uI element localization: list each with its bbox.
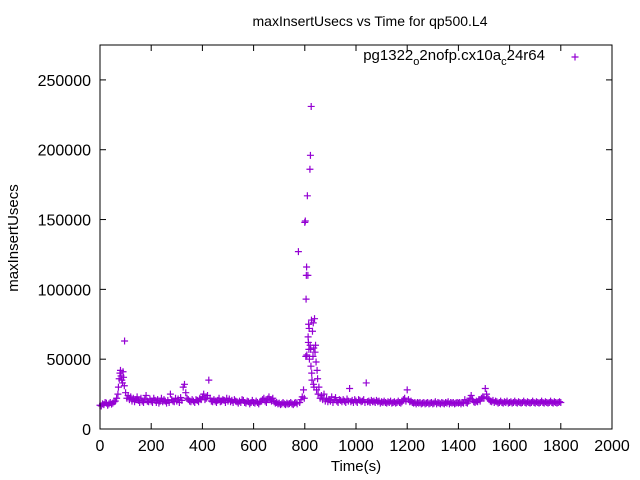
x-tick-label: 1200 [389, 438, 425, 455]
y-tick-label: 250000 [38, 73, 91, 90]
data-point [301, 217, 309, 225]
legend-label-tail: 24r64 [507, 47, 545, 64]
data-point [320, 390, 328, 398]
legend-label-middle: 2nofp.cx10a [419, 47, 501, 64]
data-point [166, 390, 174, 398]
data-point [309, 352, 317, 360]
data-point [481, 385, 489, 393]
data-point [142, 391, 150, 399]
data-point [300, 386, 308, 394]
axis-ticks: 0 200 400 600 800 1000 1200 1400 1600 1800 2000 0 50… [38, 45, 630, 455]
data-point [332, 394, 340, 402]
data-point [483, 390, 491, 398]
data-point [180, 380, 188, 388]
data-point [200, 390, 208, 398]
data-point [307, 362, 315, 370]
x-tick-label: 200 [138, 438, 165, 455]
data-point [403, 386, 411, 394]
data-points [96, 102, 565, 410]
legend-marker-symbol [571, 53, 579, 61]
data-point [308, 376, 316, 384]
legend: pg1322o2nofp.cx10ac24r64 [363, 47, 579, 68]
data-point [467, 391, 475, 399]
data-point [362, 379, 370, 387]
data-point [306, 165, 314, 173]
data-point [201, 396, 209, 404]
data-point [346, 385, 354, 393]
data-point [314, 375, 322, 383]
data-point [311, 315, 319, 323]
y-tick-label: 150000 [38, 213, 91, 230]
data-point [114, 390, 122, 398]
data-point [205, 376, 213, 384]
data-point [133, 393, 141, 401]
data-point [303, 263, 311, 271]
data-point [306, 151, 314, 159]
x-tick-label: 1600 [492, 438, 528, 455]
legend-label-base: pg1322 [363, 47, 413, 64]
data-point [312, 341, 320, 349]
y-tick-label: 0 [82, 422, 91, 439]
data-point [262, 398, 270, 406]
data-point [120, 382, 128, 390]
data-point [178, 396, 186, 404]
data-point [308, 369, 316, 377]
y-axis-title: maxInsertUsecs [5, 184, 22, 292]
data-point [315, 383, 323, 391]
data-point [303, 351, 311, 359]
data-point [312, 358, 320, 366]
plot-frame [99, 44, 613, 430]
data-point [557, 398, 565, 406]
data-point [309, 319, 317, 327]
x-tick-label: 1800 [543, 438, 579, 455]
y-tick-label: 100000 [38, 282, 91, 299]
data-point [182, 389, 190, 397]
x-tick-label: 1000 [338, 438, 374, 455]
legend-marker [571, 53, 579, 61]
data-point [121, 337, 129, 345]
data-point [307, 102, 315, 110]
legend-label-sub-1: o [413, 56, 419, 68]
y-tick-label: 50000 [47, 352, 92, 369]
data-point [300, 394, 308, 402]
data-point [313, 366, 321, 374]
data-point [294, 248, 302, 256]
x-axis-title: Time(s) [331, 458, 381, 475]
x-tick-label: 2000 [594, 438, 630, 455]
x-tick-label: 800 [291, 438, 318, 455]
data-point [269, 394, 277, 402]
y-tick-label: 200000 [38, 143, 91, 160]
legend-label-sub-2: c [501, 56, 507, 68]
x-tick-label: 400 [189, 438, 216, 455]
data-point [479, 393, 487, 401]
data-point [308, 327, 316, 335]
x-tick-label: 0 [96, 438, 105, 455]
data-point [304, 271, 312, 279]
data-point [311, 348, 319, 356]
data-point [314, 390, 322, 398]
chart-title: maxInsertUsecs vs Time for qp500.L4 [253, 13, 488, 29]
data-point [305, 355, 313, 363]
x-tick-label: 600 [240, 438, 267, 455]
data-point [302, 352, 310, 360]
data-point [114, 383, 122, 391]
data-point [307, 345, 315, 353]
legend-label: pg1322o2nofp.cx10ac24r64 [363, 47, 545, 68]
data-point [303, 192, 311, 200]
data-point [556, 398, 564, 406]
data-point [120, 373, 128, 381]
data-point [302, 295, 310, 303]
data-point [113, 394, 121, 402]
x-tick-label: 1400 [441, 438, 477, 455]
